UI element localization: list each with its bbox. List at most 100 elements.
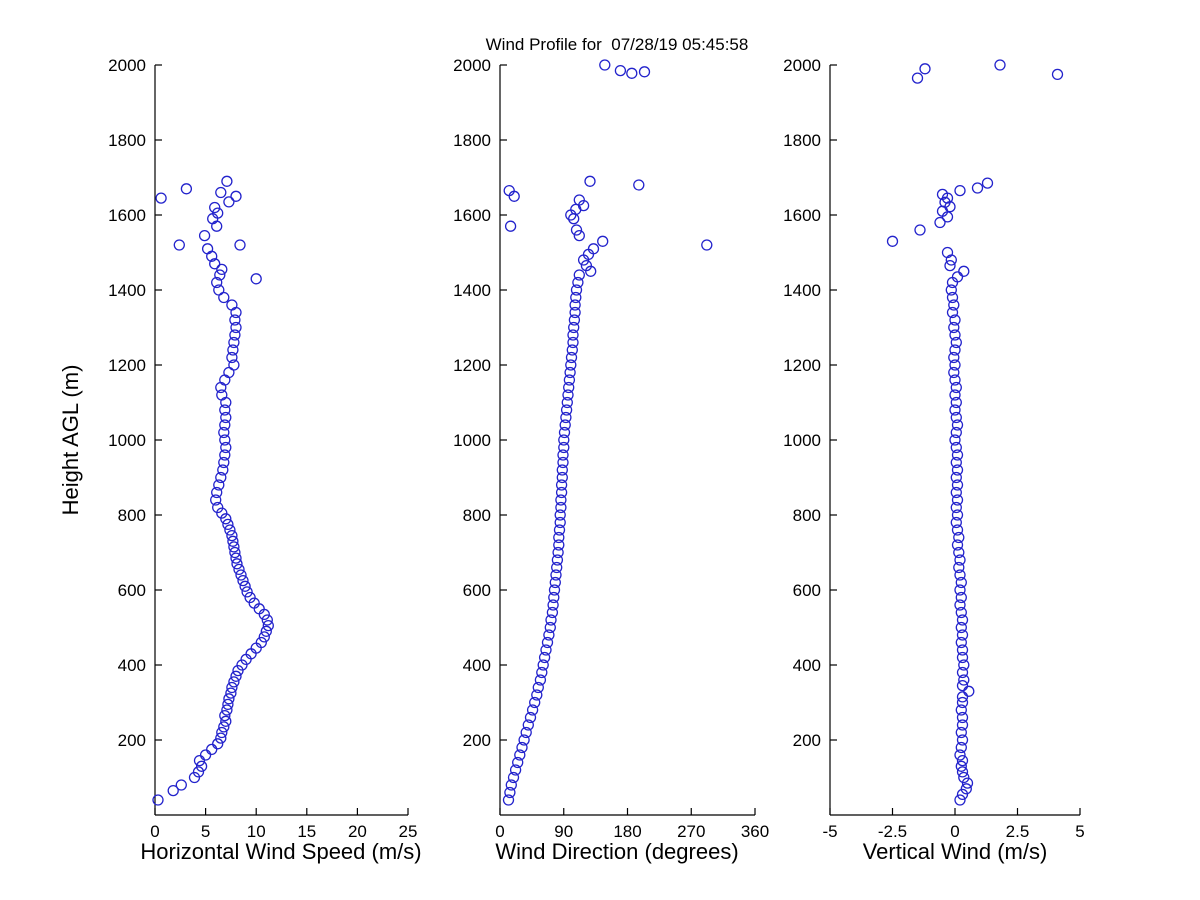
scatter-point (557, 456, 569, 469)
y-tick-label: 800 (793, 506, 821, 525)
y-tick-label: 600 (793, 581, 821, 600)
scatter-point (541, 636, 554, 649)
scatter-point (955, 576, 967, 589)
x-axis-label-vertical: Vertical Wind (m/s) (863, 839, 1048, 864)
scatter-point (561, 396, 573, 409)
x-tick-label: 25 (399, 822, 418, 841)
scatter-point (701, 239, 713, 251)
scatter-point (261, 614, 273, 626)
scatter-point (981, 177, 994, 189)
scatter-point (557, 449, 569, 461)
scatter-point (556, 464, 568, 476)
scatter-point (546, 606, 559, 619)
scatter-point (218, 291, 230, 304)
scatter-point (549, 576, 561, 589)
scatter-point (573, 269, 585, 281)
scatter-point (568, 314, 581, 326)
scatter-point (250, 273, 262, 285)
scatter-point (219, 449, 231, 461)
scatter-point (219, 419, 231, 431)
scatter-point (199, 749, 212, 761)
scatter-point (565, 359, 577, 371)
scatter-point (559, 419, 571, 431)
scatter-point (213, 479, 225, 491)
scatter-point (520, 726, 532, 739)
scatter-point (556, 471, 568, 484)
scatter-point (214, 269, 226, 281)
scatter-point (949, 359, 961, 371)
scatter-point (237, 574, 249, 587)
scatter-point (215, 732, 227, 744)
y-tick-label: 400 (463, 656, 491, 675)
scatter-point (540, 644, 552, 656)
y-tick-label: 2000 (108, 56, 146, 75)
scatter-point (941, 246, 954, 259)
scatter-point (955, 704, 967, 716)
scatter-point (946, 291, 959, 304)
scatter-point (505, 779, 517, 791)
scatter-point (198, 229, 211, 242)
x-tick-label: 90 (554, 822, 573, 841)
x-tick-label: 270 (677, 822, 705, 841)
scatter-point (948, 321, 960, 334)
scatter-point (950, 516, 962, 529)
scatter-point (953, 531, 965, 544)
scatter-point (551, 554, 564, 566)
scatter-point (219, 374, 231, 386)
scatter-point (547, 599, 559, 611)
scatter-point (219, 434, 231, 446)
scatter-point (233, 563, 245, 576)
scatter-point (175, 779, 187, 791)
scatter-point (553, 531, 565, 544)
scatter-point (193, 754, 206, 767)
scatter-point (956, 644, 969, 656)
scatter-point (955, 726, 967, 739)
scatter-point (951, 419, 964, 431)
scatter-point (955, 636, 967, 649)
x-tick-label: 2.5 (1006, 822, 1030, 841)
scatter-point (950, 336, 962, 349)
scatter-point (946, 306, 959, 319)
scatter-point (944, 259, 956, 272)
scatter-point (212, 738, 224, 750)
subplot-horizontal-wind-speed: 0 5 10 15 20 25 200 400 600 800 1000 1200 1400 1600 18… (108, 56, 417, 841)
scatter-point (526, 704, 539, 716)
scatter-point (554, 509, 566, 521)
scatter-point (223, 693, 235, 705)
scatter-point (548, 591, 560, 604)
scatter-point (152, 794, 164, 806)
scatter-point (226, 681, 238, 694)
y-tick-label: 600 (463, 581, 491, 600)
scatter-point (994, 59, 1006, 71)
scatter-point (228, 676, 240, 688)
scatter-point (531, 689, 543, 701)
scatter-point (945, 284, 957, 296)
scatter-point (220, 441, 232, 454)
scatter-point (563, 374, 576, 386)
subplot-wind-direction: 0 90 180 270 360 200 400 600 800 1000 1200 1400 1600… (453, 56, 769, 841)
scatter-point (230, 306, 242, 319)
scatter-point (954, 184, 966, 197)
scatter-point (570, 284, 583, 296)
x-tick-label: 5 (201, 822, 210, 841)
y-tick-label: 1000 (783, 431, 821, 450)
scatter-point (260, 625, 272, 637)
scatter-point (206, 743, 218, 756)
scatter-point (950, 486, 962, 499)
x-tick-label: 0 (150, 822, 159, 841)
scatter-point (950, 441, 962, 454)
y-tick-label: 1400 (108, 281, 146, 300)
y-tick-label: 2000 (453, 56, 491, 75)
scatter-point (949, 374, 961, 386)
scatter-point (948, 299, 960, 311)
scatter-point (543, 629, 555, 641)
scatter-point (949, 329, 961, 341)
scatter-point (599, 59, 611, 71)
scatter-point (936, 188, 949, 201)
scatter-point (232, 664, 244, 677)
scatter-point (956, 719, 969, 731)
scatter-point (914, 224, 926, 236)
scatter-point (216, 726, 228, 739)
y-tick-label: 200 (463, 731, 491, 750)
scatter-point (956, 734, 969, 746)
